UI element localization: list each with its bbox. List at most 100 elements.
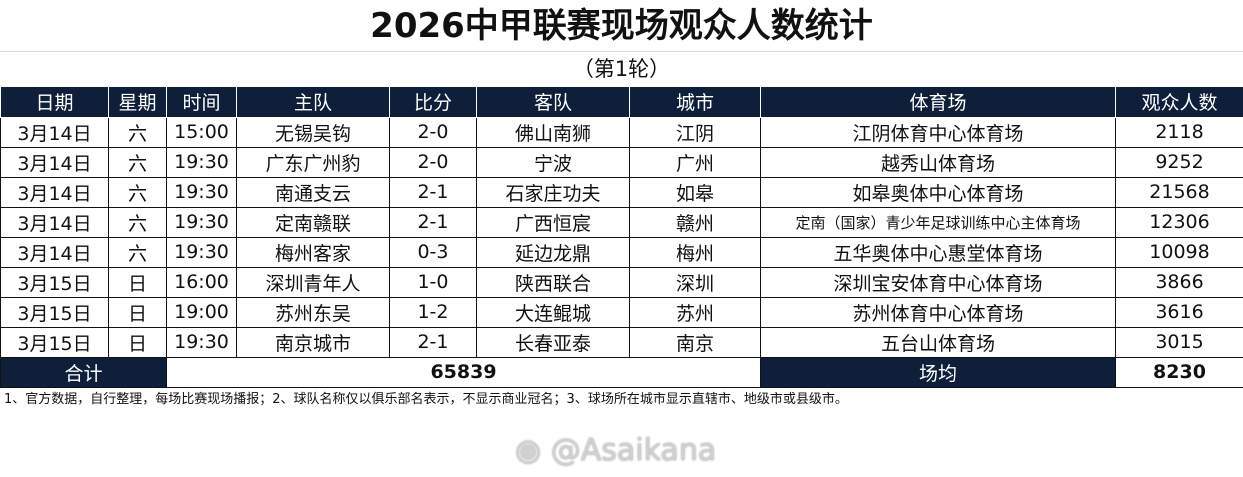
table-cell: 南京	[629, 326, 761, 358]
table-cell: 石家庄功夫	[476, 176, 630, 208]
table-cell: 21568	[1115, 176, 1243, 208]
table-cell: 深圳宝安体育中心体育场	[760, 266, 1116, 298]
table-cell: 苏州东吴	[236, 296, 390, 328]
table-row: 3月14日六 15:00 无锡吴钩 2-0 佛山南狮 江阴 江阴体育中心体育场 2118	[0, 116, 1243, 148]
table-cell: 六	[108, 116, 167, 148]
total-value: 65839	[166, 356, 761, 388]
table-cell: 12306	[1115, 206, 1243, 238]
table-cell: 六	[108, 236, 167, 268]
table-row: 3月15日日 19:30 南京城市 2-1 长春亚泰 南京 五台山体育场 3015	[0, 326, 1243, 358]
table-cell: 2-0	[389, 116, 477, 148]
table-cell: 定南赣联	[236, 206, 390, 238]
table-row: 3月15日日 16:00 深圳青年人 1-0 陕西联合 深圳 深圳宝安体育中心体育场 3866	[0, 266, 1243, 298]
weibo-icon: ◉	[515, 433, 551, 468]
round-subtitle: （第1轮）	[572, 57, 671, 81]
table-cell: 3月14日	[0, 146, 109, 178]
table-cell: 3616	[1115, 296, 1243, 328]
table-cell: 无锡吴钩	[236, 116, 390, 148]
table-cell: 大连鲲城	[476, 296, 630, 328]
table-cell: 19:30	[166, 236, 237, 268]
column-header: 日期	[0, 87, 109, 118]
table-cell: 3月15日	[0, 266, 109, 298]
table-cell: 苏州体育中心体育场	[760, 296, 1116, 328]
table-cell: 19:30	[166, 326, 237, 358]
table-cell: 1-2	[389, 296, 477, 328]
column-header: 城市	[629, 87, 761, 118]
table-cell: 3月14日	[0, 176, 109, 208]
table-cell: 六	[108, 206, 167, 238]
table-cell: 江阴体育中心体育场	[760, 116, 1116, 148]
page-title: 2026中甲联赛现场观众人数统计	[0, 0, 1243, 52]
table-cell: 0-3	[389, 236, 477, 268]
column-header: 时间	[166, 87, 237, 118]
table-cell: 广西恒宸	[476, 206, 630, 238]
table-cell: 陕西联合	[476, 266, 630, 298]
table-row: 3月14日六 19:30 梅州客家 0-3 延边龙鼎 梅州 五华奥体中心惠堂体育场 10098	[0, 236, 1243, 268]
column-header: 体育场	[760, 87, 1116, 118]
table-cell: 广州	[629, 146, 761, 178]
watermark-text: @Asaikana	[550, 433, 717, 468]
table-cell: 越秀山体育场	[760, 146, 1116, 178]
table-cell: 日	[108, 266, 167, 298]
table-row: 3月14日六 19:30 南通支云 2-1 石家庄功夫 如皋 如皋奥体中心体育场 21568	[0, 176, 1243, 208]
column-header: 客队	[476, 87, 630, 118]
table-cell: 定南（国家）青少年足球训练中心主体育场	[760, 206, 1116, 238]
table-cell: 六	[108, 176, 167, 208]
table-cell: 16:00	[166, 266, 237, 298]
table-cell: 宁波	[476, 146, 630, 178]
table-cell: 3015	[1115, 326, 1243, 358]
table-cell: 日	[108, 296, 167, 328]
table-cell: 五台山体育场	[760, 326, 1116, 358]
table-cell: 深圳	[629, 266, 761, 298]
average-label: 场均	[760, 356, 1116, 388]
table-cell: 2118	[1115, 116, 1243, 148]
table-cell: 19:00	[166, 296, 237, 328]
totals-row: 合计 65839 场均 8230	[0, 356, 1243, 388]
table-cell: 六	[108, 146, 167, 178]
table-cell: 江阴	[629, 116, 761, 148]
table-cell: 19:30	[166, 146, 237, 178]
total-label: 合计	[0, 356, 167, 388]
table-cell: 1-0	[389, 266, 477, 298]
column-header: 星期	[108, 87, 167, 118]
column-header: 主队	[236, 87, 390, 118]
table-cell: 3月14日	[0, 116, 109, 148]
table-cell: 2-1	[389, 206, 477, 238]
header-row: 日期 星期 时间 主队 比分 客队 城市 体育场 观众人数	[0, 87, 1243, 118]
footnote: 1、官方数据，自行整理，每场比赛现场播报；2、球队名称仅以俱乐部名表示，不显示商…	[4, 392, 848, 407]
table-cell: 3月14日	[0, 236, 109, 268]
table-cell: 2-1	[389, 326, 477, 358]
table-row: 3月15日日 19:00 苏州东吴 1-2 大连鲲城 苏州 苏州体育中心体育场 3616	[0, 296, 1243, 328]
table-cell: 日	[108, 326, 167, 358]
table-cell: 赣州	[629, 206, 761, 238]
table-cell: 10098	[1115, 236, 1243, 268]
table-row: 3月14日六 19:30 定南赣联 2-1 广西恒宸 赣州 定南（国家）青少年足球训练中心主…	[0, 206, 1243, 238]
attendance-table: 日期 星期 时间 主队 比分 客队 城市 体育场 观众人数 3月14日六 15:00 无锡吴钩 2-0…	[0, 87, 1243, 388]
average-value: 8230	[1115, 356, 1243, 388]
table-cell: 南京城市	[236, 326, 390, 358]
table-cell: 19:30	[166, 206, 237, 238]
table-cell: 3月15日	[0, 326, 109, 358]
table-cell: 五华奥体中心惠堂体育场	[760, 236, 1116, 268]
table-cell: 3866	[1115, 266, 1243, 298]
table-cell: 如皋奥体中心体育场	[760, 176, 1116, 208]
table-cell: 2-0	[389, 146, 477, 178]
table-cell: 梅州客家	[236, 236, 390, 268]
table-cell: 南通支云	[236, 176, 390, 208]
table-cell: 深圳青年人	[236, 266, 390, 298]
table-cell: 3月14日	[0, 206, 109, 238]
table-cell: 如皋	[629, 176, 761, 208]
table-cell: 佛山南狮	[476, 116, 630, 148]
table-cell: 19:30	[166, 176, 237, 208]
table-cell: 梅州	[629, 236, 761, 268]
table-cell: 9252	[1115, 146, 1243, 178]
table-cell: 延边龙鼎	[476, 236, 630, 268]
table-cell: 3月15日	[0, 296, 109, 328]
column-header: 比分	[389, 87, 477, 118]
table-cell: 苏州	[629, 296, 761, 328]
table-cell: 广东广州豹	[236, 146, 390, 178]
table-cell: 长春亚泰	[476, 326, 630, 358]
table-cell: 2-1	[389, 176, 477, 208]
watermark: ◉ @Asaikana	[515, 433, 716, 468]
column-header: 观众人数	[1115, 87, 1243, 118]
